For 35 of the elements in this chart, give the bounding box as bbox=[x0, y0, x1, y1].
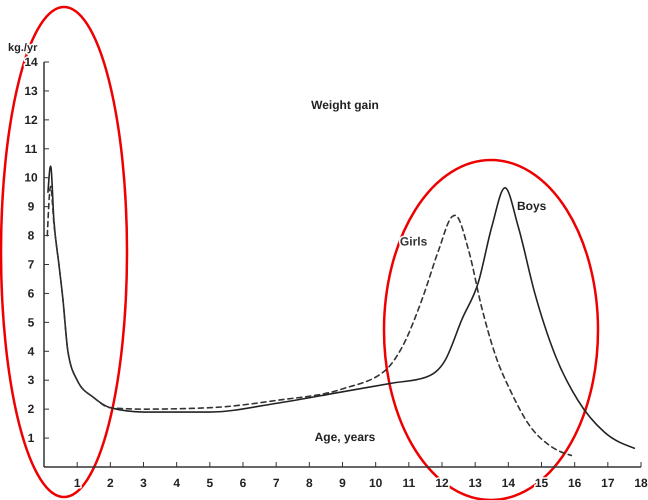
x-tick-label: 3 bbox=[140, 476, 148, 490]
x-tick-label: 11 bbox=[402, 476, 416, 490]
text: Weight gain bbox=[311, 98, 379, 112]
y-tick-label: 5 bbox=[28, 315, 35, 330]
y-tick-label: 11 bbox=[24, 142, 38, 156]
x-tick-label: 9 bbox=[339, 476, 346, 490]
x-tick-label: 17 bbox=[601, 476, 615, 490]
y-tick-label: 14 bbox=[24, 55, 38, 69]
x-tick-label: 7 bbox=[272, 476, 280, 490]
y-tick-label: 7 bbox=[28, 258, 35, 272]
series-label: Girls bbox=[400, 234, 428, 248]
x-tick-label: 6 bbox=[240, 476, 247, 490]
y-tick-label: 13 bbox=[24, 84, 38, 98]
x-tick-label: 16 bbox=[568, 476, 582, 490]
x-tick-label: 1 bbox=[74, 476, 81, 490]
x-axis-title: Age, years bbox=[314, 430, 376, 444]
y-tick-label: 3 bbox=[28, 373, 35, 388]
x-tick-label: 4 bbox=[173, 476, 180, 490]
x-tick-label: 18 bbox=[634, 476, 648, 490]
series-label: Boys bbox=[517, 198, 547, 213]
y-tick-label: 8 bbox=[28, 228, 35, 243]
line-series bbox=[47, 165, 636, 449]
x-tick-label: 5 bbox=[206, 476, 214, 490]
x-tick-label: 8 bbox=[306, 476, 313, 490]
y-tick-label: 4 bbox=[28, 344, 35, 358]
y-tick-label: 12 bbox=[24, 112, 38, 127]
y-tick-label: 2 bbox=[28, 402, 35, 416]
y-tick-label: 1 bbox=[28, 431, 35, 446]
y-tick-label: 10 bbox=[24, 170, 38, 185]
y-tick-label: 9 bbox=[28, 200, 35, 214]
x-tick-label: 13 bbox=[468, 476, 482, 490]
x-tick-label: 2 bbox=[106, 476, 114, 490]
y-tick-label: 6 bbox=[28, 286, 35, 300]
x-tick-label: 14 bbox=[502, 476, 516, 490]
x-tick-label: 10 bbox=[368, 476, 383, 490]
